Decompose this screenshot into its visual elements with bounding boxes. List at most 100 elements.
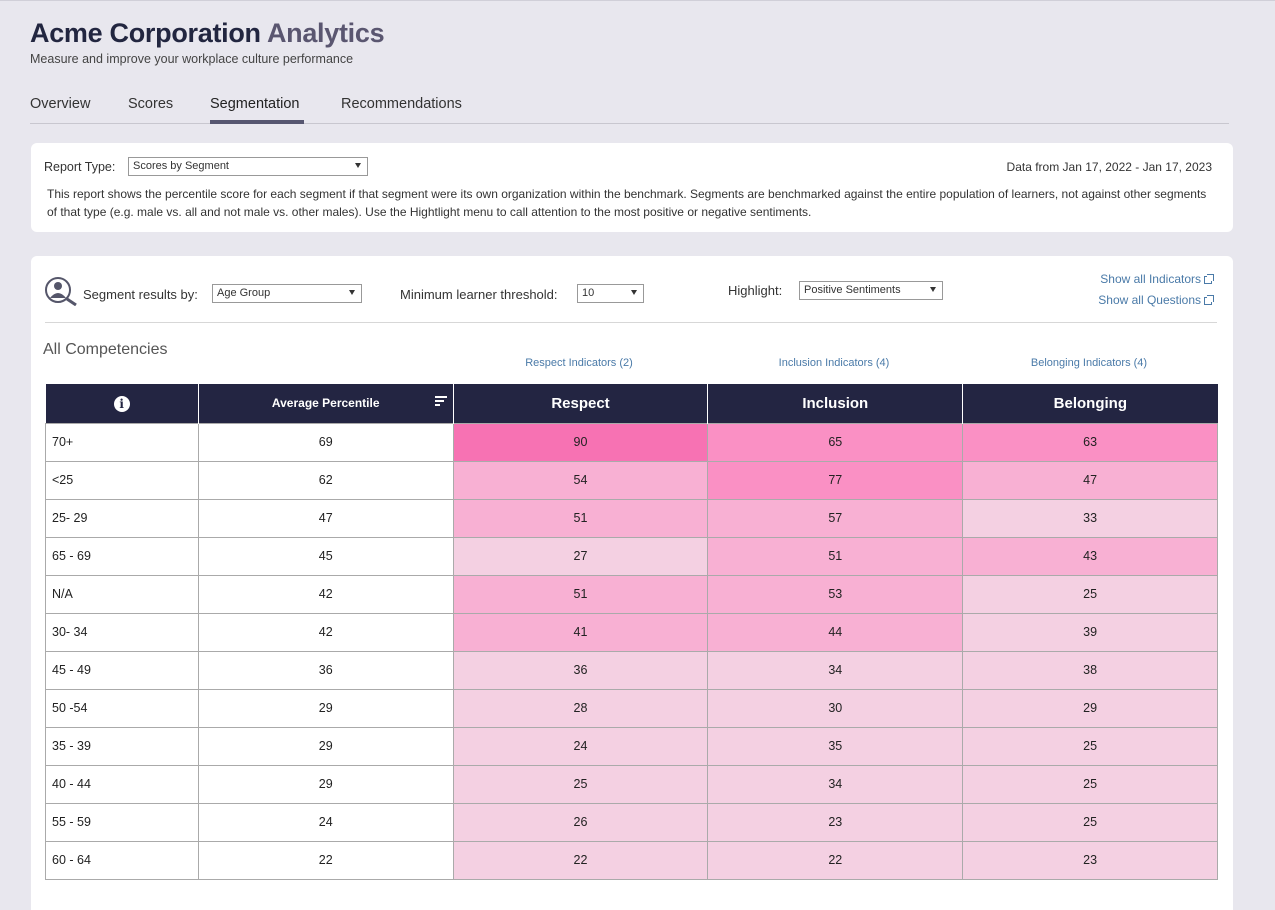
avg-percentile-header[interactable]: Average Percentile [198, 384, 454, 423]
respect-cell: 90 [452, 422, 709, 462]
avg-cell: 29 [197, 764, 454, 804]
section-title: All Competencies [43, 341, 168, 358]
segment-by-select[interactable]: Age Group [212, 284, 362, 303]
belonging-cell: 47 [962, 460, 1218, 500]
title-main: Acme Corporation [30, 18, 261, 48]
table-row: 55 - 59 24 26 23 25 [45, 802, 1218, 842]
inclusion-cell: 65 [707, 422, 964, 462]
respect-indicators-link[interactable]: Respect Indicators (2) [525, 357, 633, 369]
tab-recommendations[interactable]: Recommendations [341, 96, 462, 112]
belonging-header: Belonging [962, 384, 1218, 423]
highlight-label: Highlight: [728, 283, 783, 298]
table-row: N/A 42 51 53 25 [45, 574, 1218, 614]
inclusion-cell: 23 [707, 802, 964, 842]
inclusion-cell: 34 [707, 650, 964, 690]
respect-cell: 27 [452, 536, 709, 576]
avg-cell: 29 [197, 688, 454, 728]
belonging-cell: 63 [962, 422, 1218, 462]
segment-results-card: Segment results by: Age Group Minimum le… [31, 256, 1233, 910]
page-header: Acme Corporation Analytics Measure and i… [30, 18, 385, 66]
inclusion-cell: 35 [707, 726, 964, 766]
respect-cell: 28 [452, 688, 709, 728]
segment-by-value: Age Group [217, 287, 271, 299]
report-type-select[interactable]: Scores by Segment [128, 157, 368, 176]
segment-cell: 35 - 39 [45, 726, 199, 766]
inclusion-header: Inclusion [707, 384, 964, 423]
segment-cell: 55 - 59 [45, 802, 199, 842]
belonging-cell: 25 [962, 726, 1218, 766]
table-row: 50 -54 29 28 30 29 [45, 688, 1218, 728]
info-header[interactable]: i [45, 384, 199, 423]
threshold-label: Minimum learner threshold: [400, 287, 558, 302]
segment-cell: 30- 34 [45, 612, 199, 652]
avg-cell: 42 [197, 574, 454, 614]
inclusion-cell: 51 [707, 536, 964, 576]
table-row: 65 - 69 45 27 51 43 [45, 536, 1218, 576]
report-type-label: Report Type: [44, 160, 116, 174]
title-accent: Analytics [266, 18, 385, 48]
highlight-select[interactable]: Positive Sentiments [799, 281, 943, 300]
respect-cell: 51 [452, 574, 709, 614]
belonging-cell: 43 [962, 536, 1218, 576]
avg-cell: 45 [197, 536, 454, 576]
table-row: 60 - 64 22 22 22 23 [45, 840, 1218, 880]
inclusion-cell: 34 [707, 764, 964, 804]
avg-cell: 36 [197, 650, 454, 690]
chevron-down-icon [355, 163, 361, 168]
segment-cell: 45 - 49 [45, 650, 199, 690]
controls-divider [45, 322, 1217, 323]
active-tab-indicator [210, 120, 304, 124]
top-border [0, 0, 1275, 1]
table-row: <25 62 54 77 47 [45, 460, 1218, 500]
belonging-cell: 33 [962, 498, 1218, 538]
chevron-down-icon [930, 287, 936, 292]
tab-overview[interactable]: Overview [30, 96, 91, 112]
belonging-cell: 38 [962, 650, 1218, 690]
inclusion-indicators-link[interactable]: Inclusion Indicators (4) [778, 357, 890, 369]
table-row: 45 - 49 36 36 34 38 [45, 650, 1218, 690]
show-all-indicators-link[interactable]: Show all Indicators [1100, 272, 1214, 286]
table-row: 25- 29 47 51 57 33 [45, 498, 1218, 538]
avg-cell: 47 [197, 498, 454, 538]
user-search-icon [45, 277, 77, 306]
highlight-value: Positive Sentiments [804, 284, 901, 296]
report-type-value: Scores by Segment [133, 160, 229, 172]
inclusion-cell: 22 [707, 840, 964, 880]
segment-by-label: Segment results by: [83, 287, 198, 302]
sort-icon[interactable] [434, 396, 447, 408]
inclusion-cell: 53 [707, 574, 964, 614]
date-range: Data from Jan 17, 2022 - Jan 17, 2023 [1006, 160, 1212, 174]
show-all-questions-link[interactable]: Show all Questions [1098, 293, 1214, 307]
segment-cell: 50 -54 [45, 688, 199, 728]
info-icon[interactable]: i [113, 395, 130, 412]
belonging-indicators-link[interactable]: Belonging Indicators (4) [1030, 357, 1148, 369]
avg-cell: 29 [197, 726, 454, 766]
show-all-indicators-label: Show all Indicators [1100, 272, 1201, 286]
segment-cell: 65 - 69 [45, 536, 199, 576]
threshold-select[interactable]: 10 [577, 284, 644, 303]
respect-cell: 25 [452, 764, 709, 804]
avg-cell: 24 [197, 802, 454, 842]
segment-scores-table: i Average Percentile Respect Inclusion B… [45, 384, 1218, 880]
avg-cell: 22 [197, 840, 454, 880]
belonging-cell: 39 [962, 612, 1218, 652]
report-info-card: Report Type: Scores by Segment Data from… [31, 143, 1233, 232]
segment-cell: 25- 29 [45, 498, 199, 538]
segment-cell: 70+ [45, 422, 199, 462]
respect-cell: 54 [452, 460, 709, 500]
avg-percentile-label: Average Percentile [271, 396, 380, 411]
external-link-icon [1204, 294, 1214, 305]
respect-cell: 22 [452, 840, 709, 880]
page-title: Acme Corporation Analytics [30, 18, 385, 49]
avg-cell: 62 [197, 460, 454, 500]
segment-cell: 40 - 44 [45, 764, 199, 804]
table-row: 40 - 44 29 25 34 25 [45, 764, 1218, 804]
tab-scores[interactable]: Scores [128, 96, 174, 112]
tab-segmentation[interactable]: Segmentation [210, 96, 300, 112]
segment-cell: <25 [45, 460, 199, 500]
report-description: This report shows the percentile score f… [47, 187, 1207, 219]
respect-cell: 26 [452, 802, 709, 842]
table-row: 30- 34 42 41 44 39 [45, 612, 1218, 652]
threshold-value: 10 [582, 287, 595, 299]
inclusion-cell: 44 [707, 612, 964, 652]
